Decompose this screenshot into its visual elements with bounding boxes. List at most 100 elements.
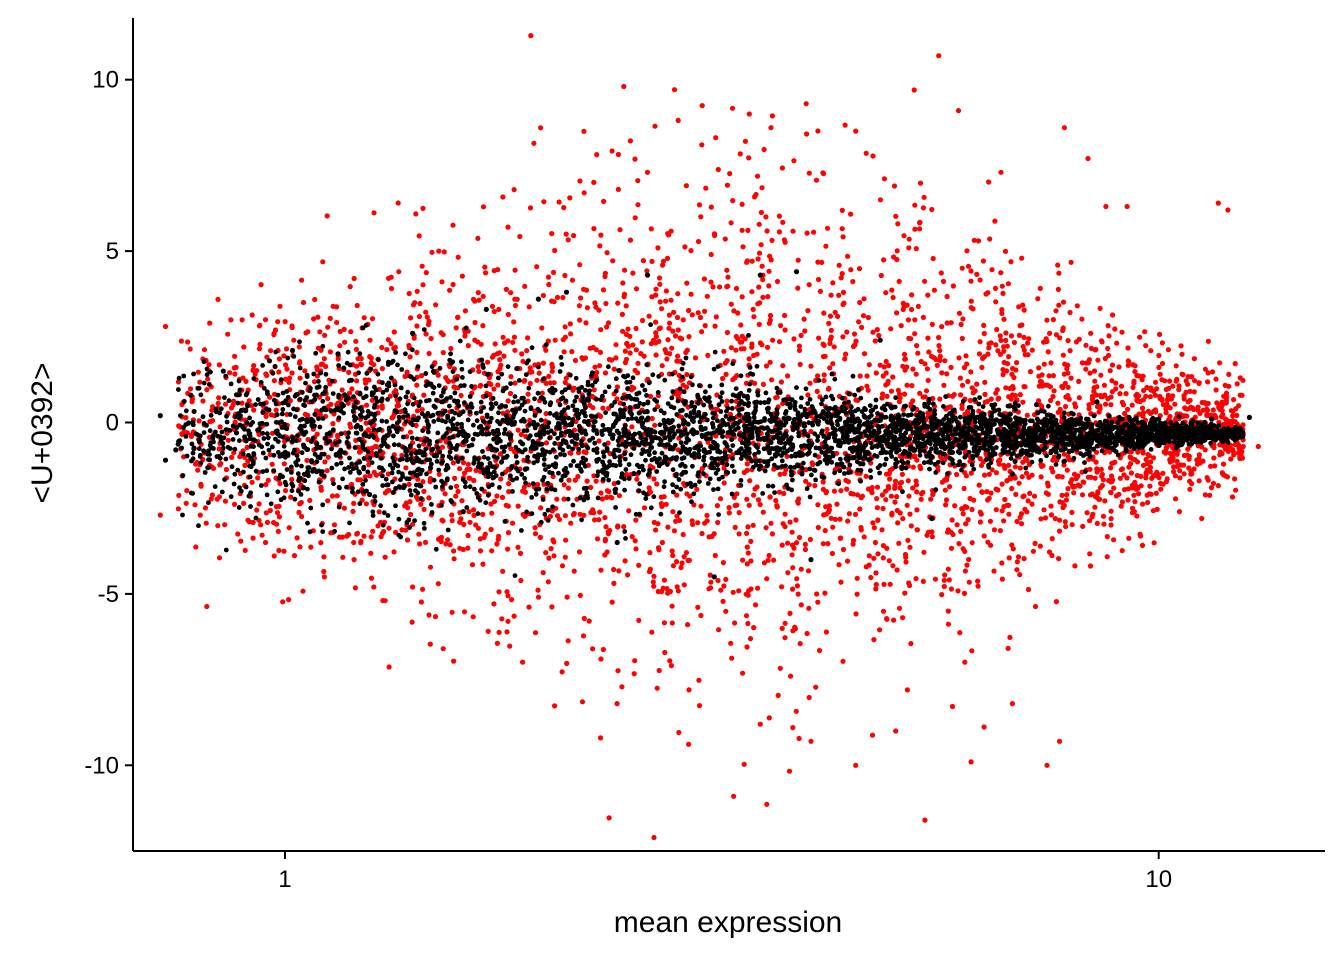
data-point <box>866 388 871 393</box>
data-point <box>675 354 680 359</box>
data-point <box>217 494 222 499</box>
data-point <box>492 309 497 314</box>
data-point <box>277 304 282 309</box>
data-point <box>590 507 595 512</box>
data-point <box>364 501 369 506</box>
data-point <box>888 326 893 331</box>
data-point <box>715 520 720 525</box>
data-point <box>630 271 635 276</box>
data-point <box>441 350 446 355</box>
data-point <box>298 397 303 402</box>
data-point <box>377 509 382 514</box>
data-point <box>729 220 734 225</box>
data-point <box>755 352 760 357</box>
data-point <box>218 424 223 429</box>
data-point <box>840 334 845 339</box>
data-point <box>891 254 896 259</box>
data-point <box>415 437 420 442</box>
data-point <box>323 364 328 369</box>
data-point <box>316 346 321 351</box>
data-point <box>1158 481 1163 486</box>
data-point <box>344 534 349 539</box>
data-point <box>1105 346 1110 351</box>
data-point <box>993 299 998 304</box>
data-point <box>506 530 511 535</box>
data-point <box>862 534 867 539</box>
data-point <box>633 518 638 523</box>
data-point <box>274 504 279 509</box>
data-point <box>1110 312 1115 317</box>
data-point <box>1097 409 1102 414</box>
data-point <box>962 365 967 370</box>
data-point <box>914 372 919 377</box>
data-point <box>965 379 970 384</box>
data-point <box>1101 477 1106 482</box>
data-point <box>675 584 680 589</box>
data-point <box>458 339 463 344</box>
data-point <box>1214 400 1219 405</box>
data-point <box>708 384 713 389</box>
data-point <box>1187 389 1192 394</box>
data-point <box>320 259 325 264</box>
data-point <box>1043 515 1048 520</box>
data-point <box>1108 522 1113 527</box>
data-point <box>745 621 750 626</box>
data-point <box>747 111 752 116</box>
data-point <box>1010 701 1015 706</box>
data-point <box>308 545 313 550</box>
data-point <box>1047 331 1052 336</box>
data-point <box>207 382 212 387</box>
data-point <box>370 529 375 534</box>
data-point <box>257 443 262 448</box>
data-point <box>197 380 202 385</box>
data-point <box>810 460 815 465</box>
data-point <box>917 220 922 225</box>
data-point <box>781 491 786 496</box>
data-point <box>868 468 873 473</box>
data-point <box>907 511 912 516</box>
data-point <box>1006 503 1011 508</box>
data-point <box>379 456 384 461</box>
data-point <box>875 551 880 556</box>
data-point <box>695 520 700 525</box>
data-point <box>1067 457 1072 462</box>
data-point <box>450 223 455 228</box>
data-point <box>426 612 431 617</box>
data-point <box>694 487 699 492</box>
data-point <box>653 320 658 325</box>
data-point <box>1099 338 1104 343</box>
data-point <box>1156 353 1161 358</box>
data-point <box>584 450 589 455</box>
data-point <box>1187 454 1192 459</box>
data-point <box>277 481 282 486</box>
data-point <box>383 598 388 603</box>
data-point <box>495 641 500 646</box>
data-point <box>649 226 654 231</box>
data-point <box>1138 474 1143 479</box>
data-point <box>522 284 527 289</box>
data-point <box>1101 522 1106 527</box>
data-point <box>1022 507 1027 512</box>
data-point <box>636 563 641 568</box>
data-point <box>949 546 954 551</box>
data-point <box>805 631 810 636</box>
data-point <box>1108 479 1113 484</box>
data-point <box>712 231 717 236</box>
data-point <box>581 129 586 134</box>
data-point <box>1046 404 1051 409</box>
data-point <box>935 363 940 368</box>
data-point <box>1125 204 1130 209</box>
data-point <box>928 497 933 502</box>
data-point <box>503 404 508 409</box>
data-point <box>1205 379 1210 384</box>
data-point <box>777 214 782 219</box>
data-point <box>505 338 510 343</box>
data-point <box>988 519 993 524</box>
data-point <box>1093 476 1098 481</box>
data-point <box>788 674 793 679</box>
data-point <box>1086 475 1091 480</box>
data-point <box>755 174 760 179</box>
data-point <box>815 600 820 605</box>
data-point <box>197 446 202 451</box>
data-point <box>510 340 515 345</box>
